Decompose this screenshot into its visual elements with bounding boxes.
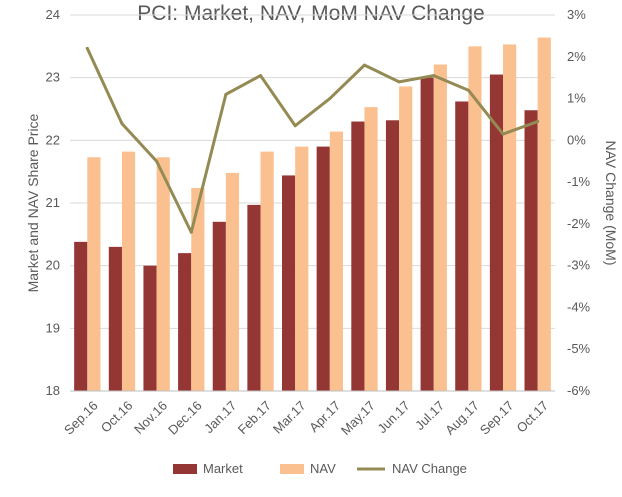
nav-bar bbox=[433, 64, 447, 392]
x-tick-label: Jun.17 bbox=[374, 398, 412, 436]
x-tick-label: Aug.17 bbox=[442, 398, 482, 438]
y-axis-label: Market and NAV Share Price bbox=[25, 113, 41, 292]
nav-bar bbox=[329, 131, 343, 391]
market-bar bbox=[455, 101, 469, 391]
nav-bar bbox=[121, 151, 136, 391]
y2-tick-label: -3% bbox=[567, 258, 591, 273]
legend-swatch bbox=[173, 464, 197, 474]
nav-bar bbox=[156, 157, 170, 391]
y2-tick-label: -4% bbox=[567, 299, 591, 314]
chart-title: PCI: Market, NAV, MoM NAV Change bbox=[137, 2, 484, 25]
y2-tick-label: -6% bbox=[567, 383, 591, 398]
y2-tick-label: 1% bbox=[567, 91, 586, 106]
market-bar bbox=[489, 74, 504, 392]
y-tick-label: 23 bbox=[46, 70, 60, 85]
nav-bar bbox=[260, 151, 274, 391]
nav-bar bbox=[537, 37, 551, 392]
legend-swatch bbox=[280, 464, 304, 474]
nav-change-point bbox=[432, 74, 436, 78]
nav-change-point bbox=[259, 74, 263, 78]
x-tick-label: Feb.17 bbox=[235, 398, 274, 437]
y2-tick-label: -5% bbox=[567, 341, 591, 356]
y2-tick-label: 3% bbox=[567, 7, 586, 22]
line-layer bbox=[85, 46, 540, 234]
legend-market: Market bbox=[173, 461, 243, 476]
x-tick-label: Sep.17 bbox=[477, 398, 517, 438]
legend-label: NAV Change bbox=[392, 461, 467, 476]
nav-change-point bbox=[328, 97, 332, 101]
nav-bar bbox=[503, 44, 517, 391]
nav-change-point bbox=[466, 88, 470, 92]
nav-change-point bbox=[155, 159, 159, 163]
x-tick-label: Apr.17 bbox=[306, 398, 343, 435]
nav-bar bbox=[87, 157, 101, 391]
x-tick-label: Dec.16 bbox=[165, 398, 205, 438]
nav-bar bbox=[295, 146, 309, 391]
legend-nav: NAV bbox=[280, 461, 336, 476]
nav-change-point bbox=[293, 124, 297, 128]
y-tick-label: 20 bbox=[46, 258, 60, 273]
market-bar bbox=[316, 146, 330, 391]
legend: Market NAV NAV Change bbox=[173, 461, 467, 476]
market-bar bbox=[247, 204, 261, 391]
y2-tick-label: 2% bbox=[567, 49, 586, 64]
legend-label: NAV bbox=[310, 461, 336, 476]
nav-change-point bbox=[397, 80, 401, 84]
market-bar bbox=[212, 221, 226, 391]
nav-bar bbox=[225, 172, 240, 391]
market-bar bbox=[282, 175, 296, 391]
nav-change-point bbox=[362, 63, 366, 67]
nav-change-line bbox=[85, 46, 540, 234]
nav-change-point bbox=[501, 132, 505, 136]
y-tick-label: 21 bbox=[46, 195, 60, 210]
x-tick-label: Nov.16 bbox=[131, 398, 170, 437]
bar-layer bbox=[74, 37, 551, 392]
market-bar bbox=[108, 246, 122, 391]
market-bar bbox=[143, 265, 157, 391]
nav-bar bbox=[468, 46, 482, 391]
nav-change-point bbox=[85, 46, 89, 50]
market-bar bbox=[178, 253, 192, 391]
x-tick-label: Jan.17 bbox=[201, 398, 239, 436]
nav-change-point bbox=[224, 92, 228, 96]
y-tick-label: 19 bbox=[46, 320, 60, 335]
market-bar bbox=[420, 77, 434, 392]
y-tick-label: 18 bbox=[46, 383, 60, 398]
nav-bar bbox=[364, 107, 378, 392]
nav-change-point bbox=[536, 120, 540, 124]
market-bar bbox=[74, 241, 88, 391]
legend-nav-change: NAV Change bbox=[357, 461, 467, 476]
market-bar bbox=[351, 121, 365, 392]
grid-layer bbox=[70, 14, 555, 392]
x-tick-label: Oct.16 bbox=[98, 398, 136, 436]
nav-change-point bbox=[120, 122, 124, 126]
x-tick-label: Sep.16 bbox=[61, 398, 101, 438]
market-bar bbox=[385, 120, 400, 391]
y2-axis-label: NAV Change (MoM) bbox=[603, 140, 619, 265]
y-tick-label: 22 bbox=[46, 132, 60, 147]
x-tick-label: Oct.17 bbox=[513, 398, 551, 436]
y2-tick-label: -2% bbox=[567, 216, 591, 231]
legend-label: Market bbox=[203, 461, 243, 476]
nav-bar bbox=[191, 187, 205, 391]
nav-bar bbox=[399, 86, 413, 391]
x-tick-label: Mar.17 bbox=[270, 398, 309, 437]
y2-tick-label: 0% bbox=[567, 132, 586, 147]
market-bar bbox=[524, 110, 538, 392]
x-tick-label: May.17 bbox=[338, 398, 378, 438]
y-tick-label: 24 bbox=[46, 7, 60, 22]
y2-tick-label: -1% bbox=[567, 174, 591, 189]
nav-change-point bbox=[189, 230, 193, 234]
